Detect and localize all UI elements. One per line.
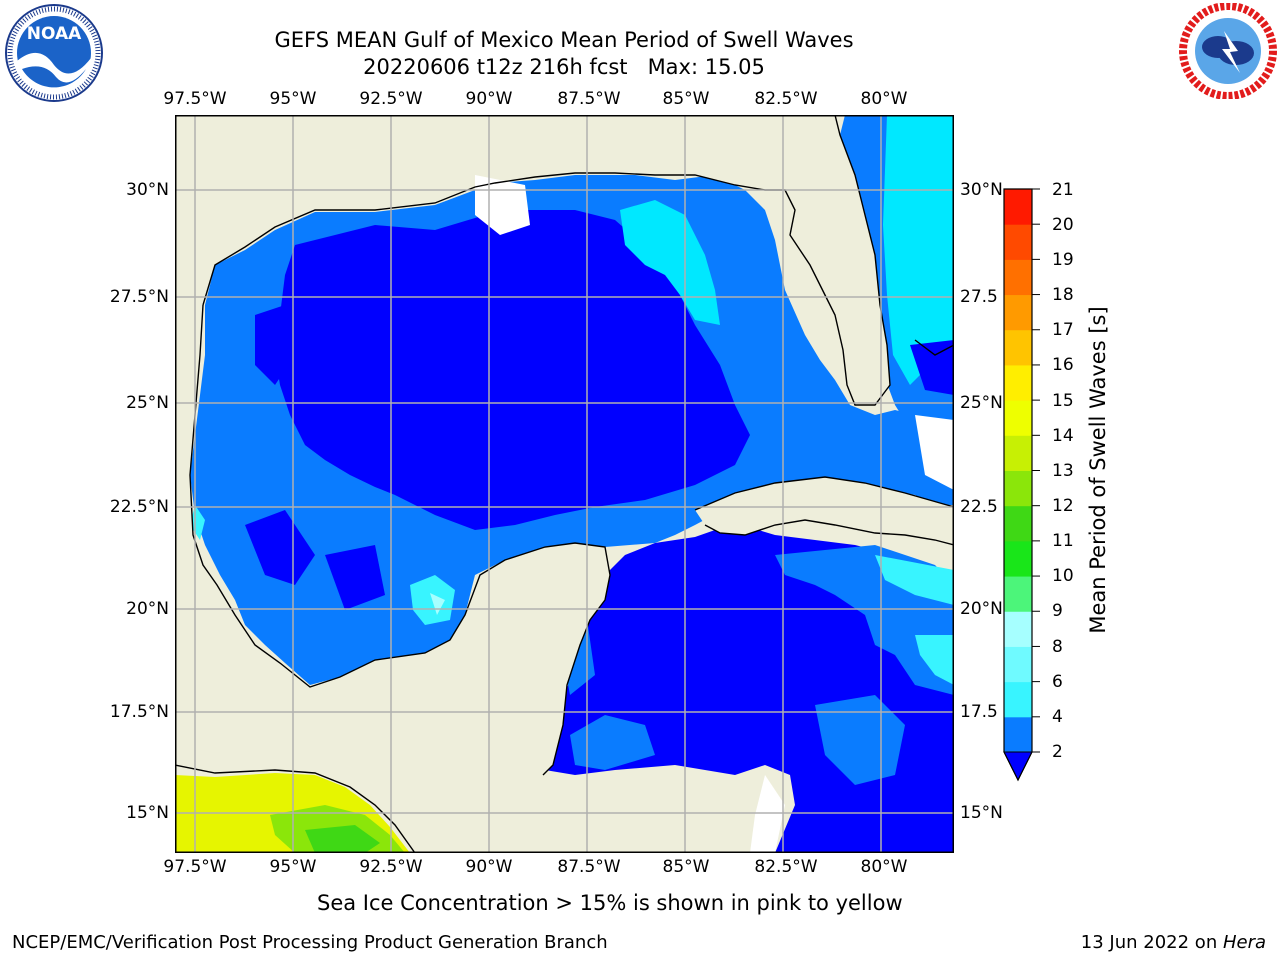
lon-label: 95°W: [269, 89, 317, 109]
lat-label: 20°N: [126, 599, 169, 619]
colorbar-tick: 9: [1052, 601, 1063, 621]
lat-label: 30°N: [960, 180, 1003, 200]
colorbar-segment: [1004, 505, 1032, 542]
lon-label: 92.5°W: [359, 857, 423, 877]
lon-label: 82.5°W: [754, 857, 818, 877]
colorbar-segment: [1004, 611, 1032, 647]
colorbar-extend-arrow: [1003, 751, 1033, 782]
colorbar-tick: 19: [1052, 250, 1074, 270]
colorbar-segment: [1004, 189, 1032, 225]
colorbar-segment: [1004, 540, 1032, 577]
colorbar-segment: [1004, 646, 1032, 683]
lon-label: 80°W: [860, 89, 908, 109]
chart-title: GEFS MEAN Gulf of Mexico Mean Period of …: [274, 28, 854, 52]
lat-label: 27.5: [960, 287, 998, 307]
lat-label: 20°N: [960, 599, 1003, 619]
chart-subtitle: 20220606 t12z 216h fcst Max: 15.05: [363, 55, 765, 79]
colorbar-segment: [1004, 259, 1032, 296]
lat-label: 25°N: [960, 393, 1003, 413]
colorbar-segment: [1004, 224, 1032, 260]
colorbar-tick: 2: [1052, 742, 1063, 762]
lon-label: 85°W: [662, 857, 710, 877]
colorbar: [1000, 185, 1040, 785]
colorbar-tick: 13: [1052, 461, 1074, 481]
footer-host: Hera: [1222, 932, 1266, 953]
colorbar-tick: 16: [1052, 355, 1074, 375]
colorbar-segment: [1004, 400, 1032, 436]
lat-label: 15°N: [126, 803, 169, 823]
colorbar-tick: 20: [1052, 215, 1074, 235]
lon-label: 87.5°W: [557, 89, 621, 109]
noaa-logo-icon: NOAA: [4, 3, 104, 103]
colorbar-tick: 10: [1052, 566, 1074, 586]
colorbar-segment: [1004, 576, 1032, 612]
lat-label: 30°N: [126, 180, 169, 200]
footer-credit: NCEP/EMC/Verification Post Processing Pr…: [12, 932, 608, 953]
lat-label: 17.5: [960, 702, 998, 722]
lon-label: 97.5°W: [163, 89, 227, 109]
colorbar-tick: 15: [1052, 391, 1074, 411]
lon-label: 87.5°W: [557, 857, 621, 877]
lon-label: 80°W: [860, 857, 908, 877]
colorbar-frame: [1003, 188, 1033, 782]
lat-label: 17.5°N: [109, 702, 169, 722]
colorbar-tick: 18: [1052, 285, 1074, 305]
nws-logo-icon: [1178, 2, 1278, 100]
lon-label: 85°W: [662, 89, 710, 109]
lon-label: 95°W: [269, 857, 317, 877]
colorbar-tick: 21: [1052, 180, 1074, 200]
sea-ice-note: Sea Ice Concentration > 15% is shown in …: [317, 891, 903, 915]
colorbar-segment: [1004, 681, 1032, 718]
colorbar-tick: 8: [1052, 637, 1063, 657]
svg-text:NOAA: NOAA: [27, 24, 82, 44]
lat-label: 22.5: [960, 497, 998, 517]
colorbar-label: Mean Period of Swell Waves [s]: [1086, 306, 1110, 634]
colorbar-segment: [1004, 470, 1032, 507]
colorbar-tick: 12: [1052, 496, 1074, 516]
florida-peninsula: [755, 115, 890, 405]
footer-date: 13 Jun 2022 on Hera: [1081, 932, 1266, 953]
lon-label: 90°W: [465, 857, 513, 877]
colorbar-tick: 4: [1052, 707, 1063, 727]
lon-label: 90°W: [465, 89, 513, 109]
colorbar-segment: [1004, 329, 1032, 366]
lon-label: 92.5°W: [359, 89, 423, 109]
lon-label: 97.5°W: [163, 857, 227, 877]
cuba-landmass: [695, 477, 954, 545]
lat-label: 25°N: [126, 393, 169, 413]
lat-label: 15°N: [960, 803, 1003, 823]
graticule: [175, 115, 954, 853]
colorbar-tick: 14: [1052, 426, 1074, 446]
lat-label: 22.5°N: [109, 497, 169, 517]
gulf-of-mexico-map: [175, 115, 954, 853]
footer-date-text: 13 Jun 2022 on: [1080, 932, 1223, 953]
colorbar-tick: 11: [1052, 531, 1074, 551]
lat-label: 27.5°N: [109, 287, 169, 307]
lon-label: 82.5°W: [754, 89, 818, 109]
colorbar-segment: [1004, 294, 1032, 331]
colorbar-segment: [1004, 364, 1032, 401]
colorbar-tick: 6: [1052, 672, 1063, 692]
colorbar-tick: 17: [1052, 320, 1074, 340]
colorbar-segment: [1004, 716, 1032, 753]
colorbar-segment: [1004, 435, 1032, 471]
